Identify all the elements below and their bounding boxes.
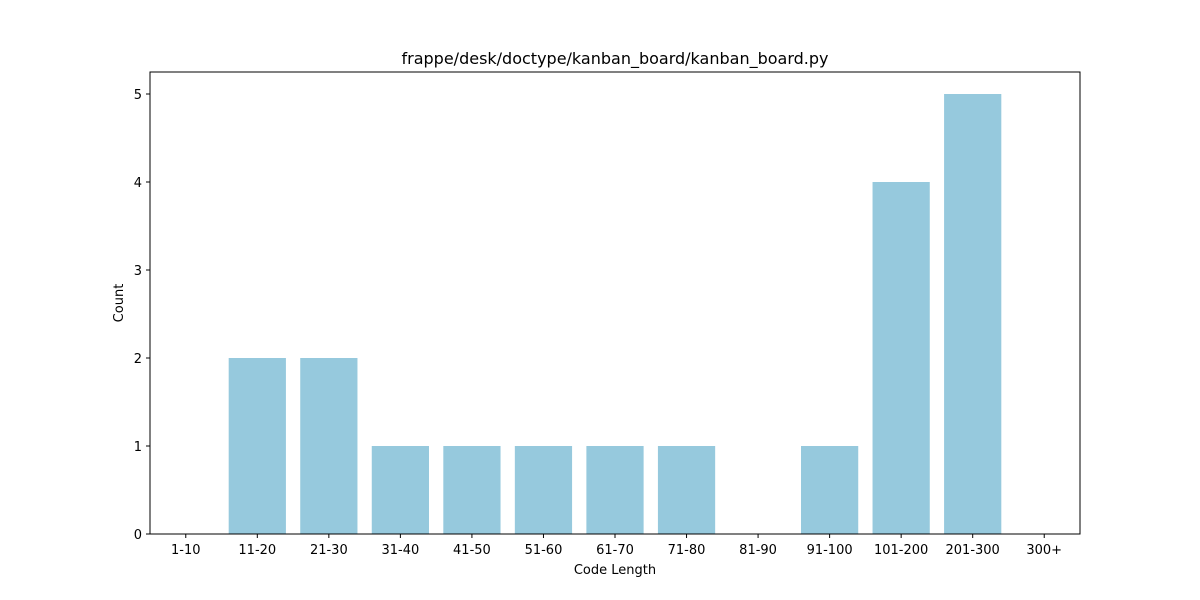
y-tick-label: 3 — [134, 264, 142, 279]
x-tick-label: 101-200 — [874, 543, 928, 558]
x-tick-label: 300+ — [1026, 543, 1062, 558]
x-axis-label: Code Length — [574, 563, 656, 578]
y-tick-label: 0 — [134, 528, 142, 543]
bar-31-40 — [371, 446, 429, 534]
bar-11-20 — [228, 358, 286, 534]
bar-61-70 — [586, 446, 644, 534]
x-axis: 1-10 11-20 21-30 31-40 41-50 51-60 61-70 71-80 8… — [171, 534, 1062, 558]
x-tick-label: 31-40 — [381, 543, 419, 558]
bar-71-80 — [657, 446, 716, 534]
x-tick-label: 21-30 — [310, 543, 348, 558]
bar-21-30 — [300, 358, 358, 534]
bar-51-60 — [514, 446, 573, 534]
y-tick-label: 2 — [134, 352, 142, 367]
x-tick-label: 1-10 — [171, 543, 201, 558]
bar-41-50 — [443, 446, 501, 534]
x-tick-label: 51-60 — [525, 543, 563, 558]
y-tick-label: 4 — [134, 176, 142, 191]
y-tick-label: 1 — [134, 440, 142, 455]
x-tick-label: 81-90 — [739, 543, 777, 558]
bar-101-200 — [872, 182, 930, 534]
x-tick-label: 11-20 — [238, 543, 276, 558]
x-tick-label: 41-50 — [453, 543, 491, 558]
y-tick-label: 5 — [134, 88, 142, 103]
bars-layer — [228, 94, 1002, 534]
y-axis-label: Count — [112, 284, 127, 323]
x-tick-label: 71-80 — [668, 543, 706, 558]
x-tick-label: 91-100 — [807, 543, 853, 558]
x-tick-label: 61-70 — [596, 543, 634, 558]
bar-91-100 — [801, 446, 859, 534]
chart-title: frappe/desk/doctype/kanban_board/kanban_… — [402, 49, 829, 69]
bar-201-300 — [944, 94, 1002, 534]
y-axis: 0 1 2 3 4 5 — [134, 88, 150, 543]
x-tick-label: 201-300 — [946, 543, 1000, 558]
